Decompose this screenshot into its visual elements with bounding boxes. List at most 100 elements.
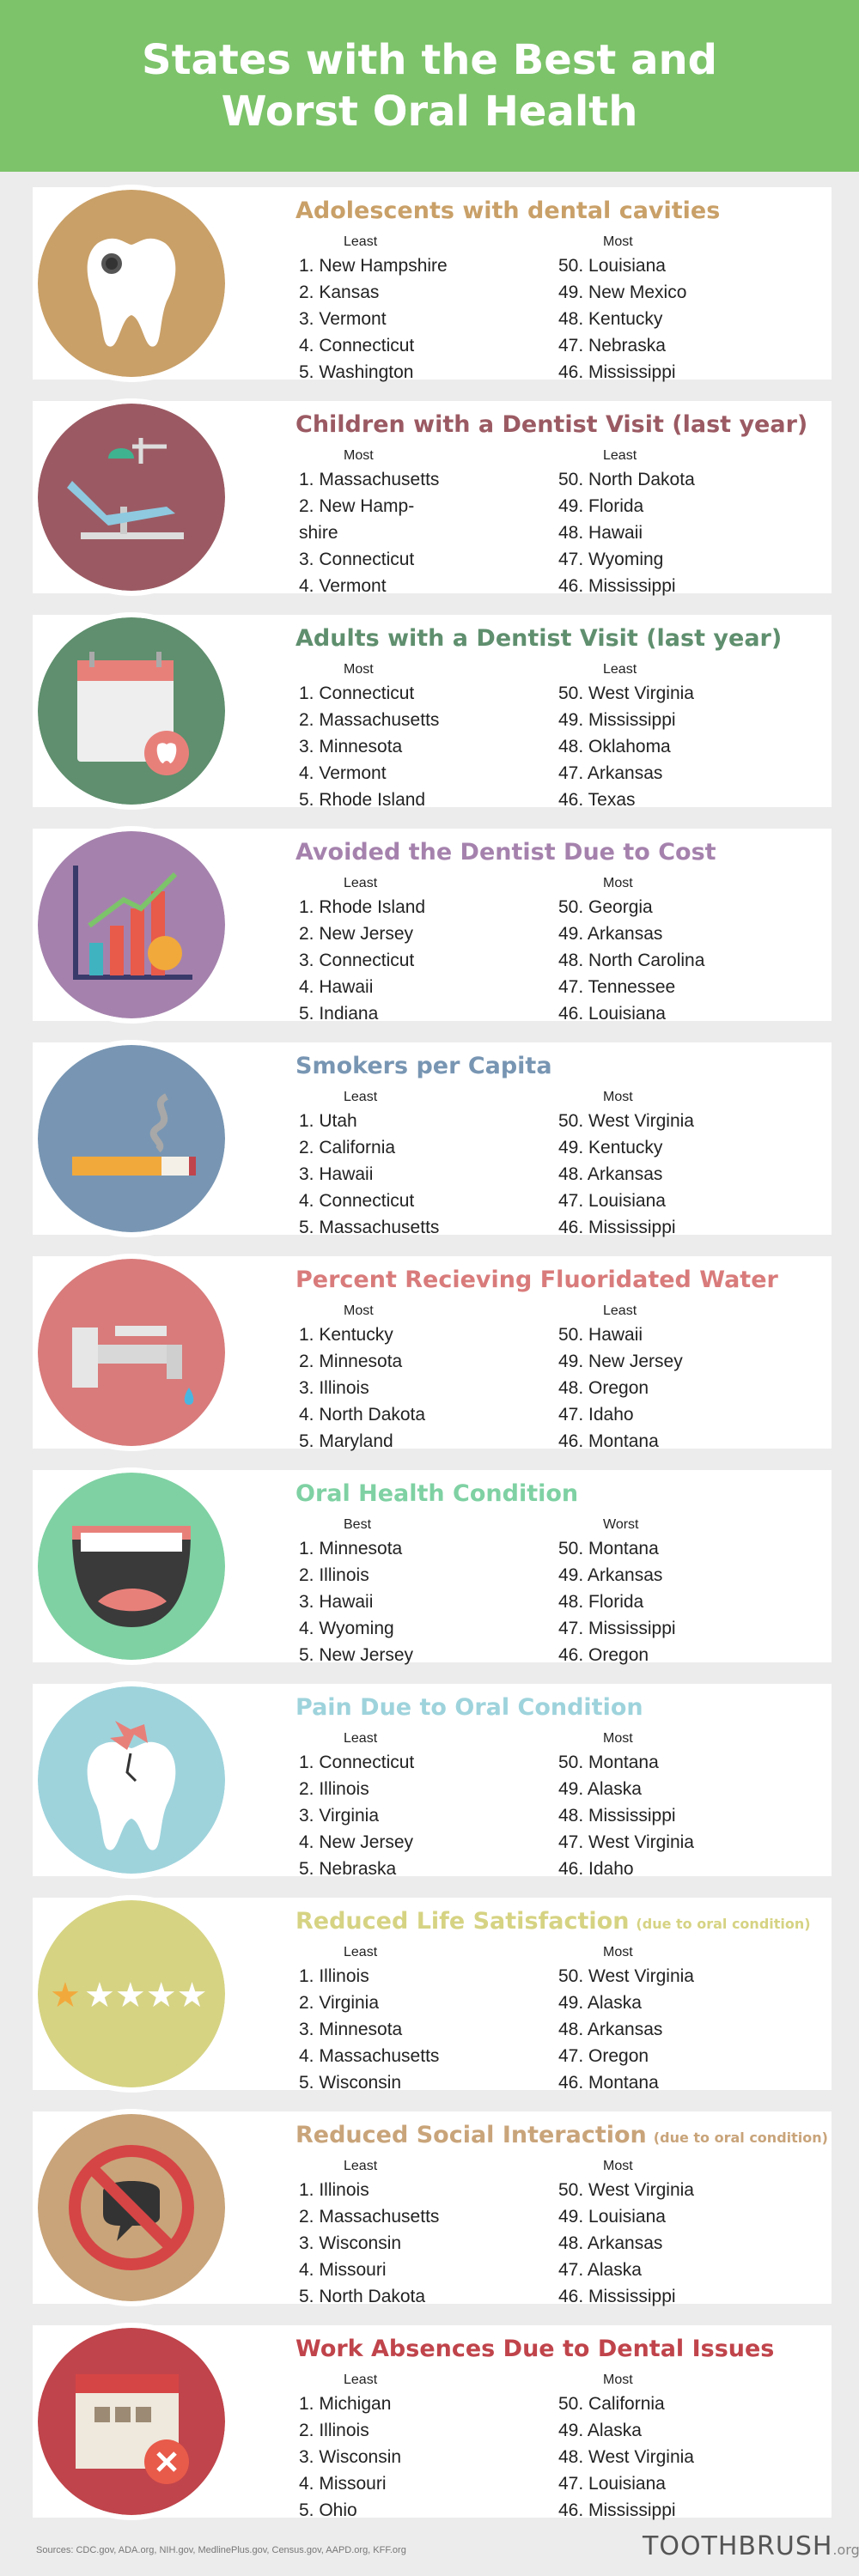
ranking-column-right: Most 50. West Virginia 49. Kentucky 48. Ar…: [558, 1087, 807, 1241]
calendar-tooth-icon: [33, 612, 230, 810]
ranking-column-left: Most 1. Kentucky 2. Minnesota 3. Illinois 4…: [299, 1301, 548, 1455]
column-header: Least: [344, 1945, 378, 1959]
tooth-pain-icon: [33, 1681, 230, 1879]
list-item: 47. Tennessee: [558, 977, 676, 997]
list-item: 3. Virginia: [299, 1806, 380, 1826]
list-item: 1. Utah: [299, 1111, 357, 1131]
section-title: Pain Due to Oral Condition: [295, 1694, 643, 1721]
list-item: 47. Nebraska: [558, 336, 666, 355]
list-item: 4. Connecticut: [299, 336, 415, 355]
section-smokers-per-capita: Smokers per Capita Least 1. Utah 2. Calif…: [0, 1036, 859, 1237]
ranking-column-right: Worst 50. Montana 49. Arkansas 48. Florida…: [558, 1515, 807, 1668]
list-item: 1. Illinois: [299, 1966, 369, 1986]
column-header: Most: [603, 2159, 633, 2173]
section-adults-dentist-visit: Adults with a Dentist Visit (last year) …: [0, 608, 859, 810]
list-item: 47. Wyoming: [558, 550, 664, 569]
column-header: Least: [603, 662, 637, 677]
column-header: Most: [603, 234, 633, 249]
list-item: 50. West Virginia: [558, 2180, 694, 2200]
list-item: 48. Kentucky: [558, 309, 663, 329]
column-header: Least: [344, 1731, 378, 1746]
list-item: 4. Hawaii: [299, 977, 374, 997]
section-oral-health-condition: Oral Health Condition Best 1. Minnesota 2…: [0, 1463, 859, 1665]
section-title: Percent Recieving Fluoridated Water: [295, 1267, 778, 1293]
ranking-column-right: Least 50. Hawaii 49. New Jersey 48. Oregon…: [558, 1301, 807, 1455]
column-header: Most: [603, 1731, 633, 1746]
column-header: Most: [603, 2372, 633, 2387]
list-item: 4. Wyoming: [299, 1619, 394, 1638]
list-item: 47. Louisiana: [558, 2474, 666, 2494]
list-item: 3. Wisconsin: [299, 2233, 402, 2253]
list-item: 48. Arkansas: [558, 2020, 663, 2039]
list-item: 48. Mississippi: [558, 1806, 676, 1826]
section-avoided-dentist-cost: Avoided the Dentist Due to Cost Least 1.…: [0, 822, 859, 1024]
list-item: 46. Idaho: [558, 1859, 634, 1879]
section-title: Reduced Social Interaction (due to oral c…: [295, 2122, 828, 2148]
list-item: 5. North Dakota: [299, 2287, 426, 2306]
ranking-column-left: Least 1. New Hampshire 2. Kansas 3. Vermon…: [299, 232, 548, 386]
section-pain-oral-condition: Pain Due to Oral Condition Least 1. Conn…: [0, 1677, 859, 1879]
list-item: shire: [299, 523, 338, 543]
list-item: 50. Montana: [558, 1539, 659, 1558]
list-item: 50. Louisiana: [558, 256, 666, 276]
section-title: Adults with a Dentist Visit (last year): [295, 625, 783, 652]
section-children-dentist-visit: Children with a Dentist Visit (last year…: [0, 394, 859, 596]
list-item: 49. Arkansas: [558, 924, 663, 944]
list-item: 48. West Virginia: [558, 2447, 694, 2467]
list-item: 4. Massachusetts: [299, 2046, 440, 2066]
list-item: 47. West Virginia: [558, 1832, 694, 1852]
list-item: 49. New Mexico: [558, 283, 687, 302]
list-item: 49. Arkansas: [558, 1565, 663, 1585]
list-item: 46. Texas: [558, 790, 636, 810]
list-item: 49. Louisiana: [558, 2207, 666, 2227]
header-banner: States with the Best and Worst Oral Heal…: [0, 0, 859, 172]
list-item: 50. West Virginia: [558, 1966, 694, 1986]
column-header: Worst: [603, 1517, 639, 1532]
ranking-column-right: Least 50. West Virginia 49. Mississippi 48…: [558, 659, 807, 813]
list-item: 3. Illinois: [299, 1378, 369, 1398]
list-item: 48. Arkansas: [558, 2233, 663, 2253]
sources-footnote: Sources: CDC.gov, ADA.org, NIH.gov, Medl…: [36, 2545, 406, 2555]
brand-name: TOOTHBRUSH: [643, 2531, 833, 2561]
list-item: 49. Alaska: [558, 1993, 642, 2013]
list-item: 1. Illinois: [299, 2180, 369, 2200]
list-item: 1. New Hampshire: [299, 256, 448, 276]
section-title: Children with a Dentist Visit (last year…: [295, 411, 808, 438]
list-item: 46. Mississippi: [558, 2287, 676, 2306]
list-item: 2. Illinois: [299, 2421, 369, 2440]
ranking-column-right: Least 50. North Dakota 49. Florida 48. Haw…: [558, 446, 807, 599]
list-item: 2. New Hamp-: [299, 496, 415, 516]
list-item: 1. Massachusetts: [299, 470, 440, 489]
list-item: 3. Vermont: [299, 309, 387, 329]
list-item: 5. Wisconsin: [299, 2073, 402, 2093]
column-header: Least: [344, 234, 378, 249]
ranking-column-left: Most 1. Massachusetts 2. New Hamp-shire 3.…: [299, 446, 548, 599]
ranking-column-left: Least 1. Rhode Island 2. New Jersey 3. Con…: [299, 873, 548, 1027]
list-item: 47. Oregon: [558, 2046, 649, 2066]
list-item: 50. West Virginia: [558, 683, 694, 703]
list-item: 48. Oregon: [558, 1378, 649, 1398]
list-item: 48. Hawaii: [558, 523, 643, 543]
list-item: 1. Minnesota: [299, 1539, 403, 1558]
list-item: 1. Kentucky: [299, 1325, 393, 1345]
list-item: 4. North Dakota: [299, 1405, 426, 1425]
list-item: 2. Illinois: [299, 1565, 369, 1585]
list-item: 5. Massachusetts: [299, 1218, 440, 1237]
list-item: 5. Rhode Island: [299, 790, 426, 810]
section-life-satisfaction: ★ ★★★★ Reduced Life Satisfaction (due to …: [0, 1891, 859, 2093]
list-item: 47. Arkansas: [558, 763, 663, 783]
list-item: 5. Ohio: [299, 2500, 357, 2520]
svg-text:★: ★: [50, 1976, 81, 2015]
ranking-column-right: Most 50. Georgia 49. Arkansas 48. North Ca…: [558, 873, 807, 1027]
tooth-cavity-icon: [33, 185, 230, 382]
list-item: 2. California: [299, 1138, 396, 1157]
list-item: 50. Hawaii: [558, 1325, 643, 1345]
list-item: 4. Missouri: [299, 2260, 387, 2280]
list-item: 49. Kentucky: [558, 1138, 663, 1157]
list-item: 50. North Dakota: [558, 470, 695, 489]
list-item: 47. Mississippi: [558, 1619, 676, 1638]
column-header: Least: [344, 2372, 378, 2387]
list-item: 4. Vermont: [299, 576, 387, 596]
ranking-column-left: Least 1. Illinois 2. Virginia 3. Minnesota…: [299, 1942, 548, 2096]
list-item: 49. Mississippi: [558, 710, 676, 730]
